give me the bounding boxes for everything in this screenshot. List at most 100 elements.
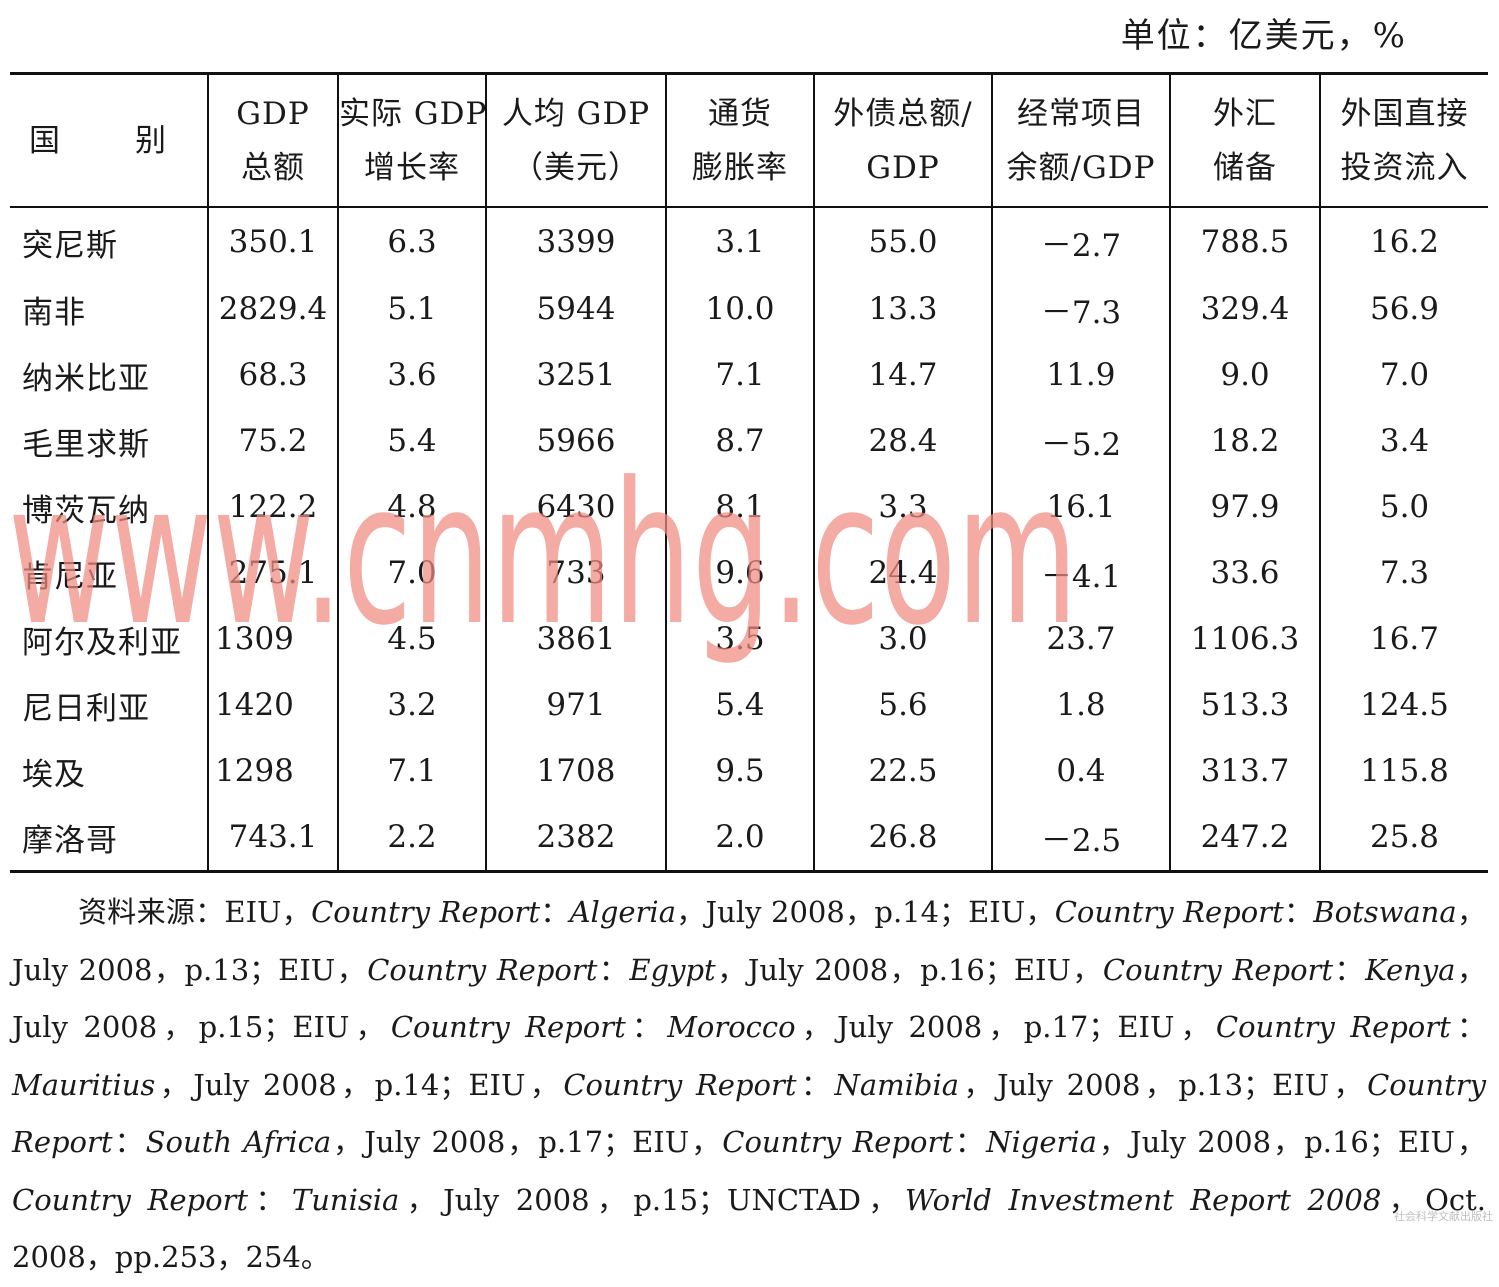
source-title: Mauritius (12, 1067, 156, 1102)
unit-label: 单位：亿美元，% (1120, 16, 1407, 56)
cell-fdi-inflow: 7.3 (1319, 540, 1488, 606)
cell-gdp-total: 275.1 (207, 540, 338, 606)
source-title: Botswana (1313, 895, 1457, 929)
cell-gdp-per-capita: 5944 (485, 276, 666, 342)
source-text: ，July 2008，p.17；EIU， (795, 1010, 1216, 1044)
cell-country: 尼日利亚 (22, 690, 150, 727)
source-title: Country Report (722, 1125, 953, 1159)
cell-gdp-per-capita: 2382 (485, 804, 666, 872)
header-line1: 国 别 (29, 122, 188, 159)
cell-fdi-inflow: 16.2 (1319, 207, 1488, 276)
cell-gdp-total: 1298 (207, 738, 338, 804)
cell-country: 摩洛哥 (22, 822, 118, 859)
table-row: 阿尔及利亚 1309 4.5 3861 3.5 3.0 23.7 1106.3 16.7 (10, 606, 1488, 672)
header-line1: GDP (236, 95, 310, 132)
header-line1: 实际 GDP (339, 95, 486, 132)
source-title: Country Report (390, 1010, 626, 1044)
cell-gdp-total: 75.2 (207, 408, 338, 474)
source-title: South Africa (145, 1125, 332, 1159)
cell-current-account: 16.1 (991, 474, 1170, 540)
cell-external-debt: 26.8 (813, 804, 992, 872)
cell-real-gdp-growth: 7.1 (337, 738, 486, 804)
cell-current-account: 0.4 (991, 738, 1170, 804)
cell-current-account: －5.2 (991, 408, 1170, 474)
header-external-debt: 外债总额/GDP (813, 73, 992, 208)
cell-country: 肯尼亚 (22, 558, 118, 595)
cell-real-gdp-growth: 5.1 (337, 276, 486, 342)
source-text: ： (1333, 952, 1366, 987)
cell-inflation: 7.1 (665, 342, 814, 408)
source-title: Country Report (1102, 952, 1334, 987)
cell-fdi-inflow: 5.0 (1319, 474, 1488, 540)
cell-country: 毛里求斯 (22, 426, 150, 463)
source-text: ： (112, 1125, 146, 1159)
cell-gdp-total: 68.3 (207, 342, 338, 408)
cell-inflation: 10.0 (665, 276, 814, 342)
header-line2: 总额 (241, 149, 305, 186)
cell-external-debt: 5.6 (813, 672, 992, 738)
cell-real-gdp-growth: 2.2 (337, 804, 486, 872)
source-text: ： (248, 1182, 292, 1217)
cell-fx-reserves: 1106.3 (1169, 606, 1320, 672)
source-title: Tunisia (291, 1182, 400, 1217)
source-title: Algeria (569, 895, 676, 929)
cell-gdp-total: 2829.4 (207, 276, 338, 342)
header-line2: 投资流入 (1340, 149, 1469, 186)
cell-fx-reserves: 788.5 (1169, 207, 1320, 276)
source-text: ，July 2008，p.16；EIU， (715, 952, 1103, 987)
cell-fx-reserves: 33.6 (1169, 540, 1320, 606)
table-row: 突尼斯 350.1 6.3 3399 3.1 55.0 －2.7 788.5 16.2 (10, 207, 1488, 276)
source-title: Country Report (367, 952, 598, 987)
cell-fdi-inflow: 56.9 (1319, 276, 1488, 342)
header-real-gdp-growth: 实际 GDP 增长率 (337, 73, 486, 208)
cell-fdi-inflow: 25.8 (1319, 804, 1488, 872)
source-title: Nigeria (986, 1125, 1097, 1159)
header-inflation: 通货 膨胀率 (665, 73, 814, 208)
cell-country: 突尼斯 (22, 227, 118, 264)
header-line1: 人均 GDP (501, 95, 651, 132)
cell-current-account: －4.1 (991, 540, 1170, 606)
source-text: ： (952, 1125, 987, 1159)
header-line2: GDP (866, 149, 940, 186)
cell-gdp-per-capita: 5966 (485, 408, 666, 474)
header-fx-reserves: 外汇 储备 (1169, 73, 1320, 208)
header-line1: 通货 (708, 95, 772, 132)
cell-current-account: 1.8 (991, 672, 1170, 738)
cell-current-account: －2.5 (991, 804, 1170, 872)
cell-external-debt: 13.3 (813, 276, 992, 342)
cell-country: 纳米比亚 (22, 360, 150, 397)
header-current-account: 经常项目 余额/GDP (991, 73, 1170, 208)
cell-fdi-inflow: 3.4 (1319, 408, 1488, 474)
header-line1: 外汇 (1213, 95, 1277, 132)
cell-current-account: －7.3 (991, 276, 1170, 342)
cell-current-account: －2.7 (991, 207, 1170, 276)
cell-inflation: 2.0 (665, 804, 814, 872)
header-line2: （美元） (512, 149, 640, 186)
cell-country: 阿尔及利亚 (22, 624, 182, 661)
cell-real-gdp-growth: 3.2 (337, 672, 486, 738)
cell-inflation: 8.7 (665, 408, 814, 474)
cell-inflation: 5.4 (665, 672, 814, 738)
cell-inflation: 9.5 (665, 738, 814, 804)
cell-gdp-per-capita: 971 (485, 672, 666, 738)
cell-inflation: 3.1 (665, 207, 814, 276)
table-row: 摩洛哥 743.1 2.2 2382 2.0 26.8 －2.5 247.2 25.8 (10, 804, 1488, 872)
source-title: Country Report (12, 1067, 1486, 1160)
cell-fx-reserves: 9.0 (1169, 342, 1320, 408)
cell-gdp-per-capita: 1708 (485, 738, 666, 804)
cell-gdp-per-capita: 6430 (485, 474, 666, 540)
source-title: Country Report (12, 1182, 249, 1217)
cell-real-gdp-growth: 4.5 (337, 606, 486, 672)
table-row: 毛里求斯 75.2 5.4 5966 8.7 28.4 －5.2 18.2 3.4 (10, 408, 1488, 474)
cell-fx-reserves: 513.3 (1169, 672, 1320, 738)
header-fdi-inflow: 外国直接 投资流入 (1319, 73, 1488, 208)
cell-inflation: 8.1 (665, 474, 814, 540)
cell-fdi-inflow: 7.0 (1319, 342, 1488, 408)
source-title: Country Report (1054, 895, 1284, 929)
table-row: 尼日利亚 1420 3.2 971 5.4 5.6 1.8 513.3 124.5 (10, 672, 1488, 738)
source-text: ，July 2008，p.14；EIU， (155, 1067, 564, 1102)
source-text: ： (1450, 1010, 1487, 1044)
cell-current-account: 23.7 (991, 606, 1170, 672)
header-line2: 余额/GDP (1006, 149, 1156, 186)
cell-real-gdp-growth: 5.4 (337, 408, 486, 474)
